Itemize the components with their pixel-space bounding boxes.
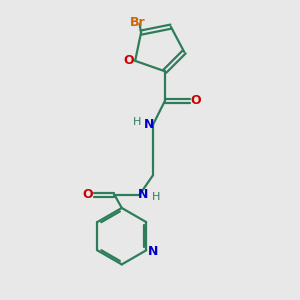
- Text: O: O: [191, 94, 201, 107]
- Text: H: H: [132, 117, 141, 127]
- Text: O: O: [123, 54, 134, 67]
- Text: O: O: [82, 188, 93, 201]
- Text: N: N: [144, 118, 154, 131]
- Text: N: N: [138, 188, 148, 201]
- Text: N: N: [148, 245, 158, 258]
- Text: H: H: [152, 192, 160, 202]
- Text: Br: Br: [130, 16, 146, 29]
